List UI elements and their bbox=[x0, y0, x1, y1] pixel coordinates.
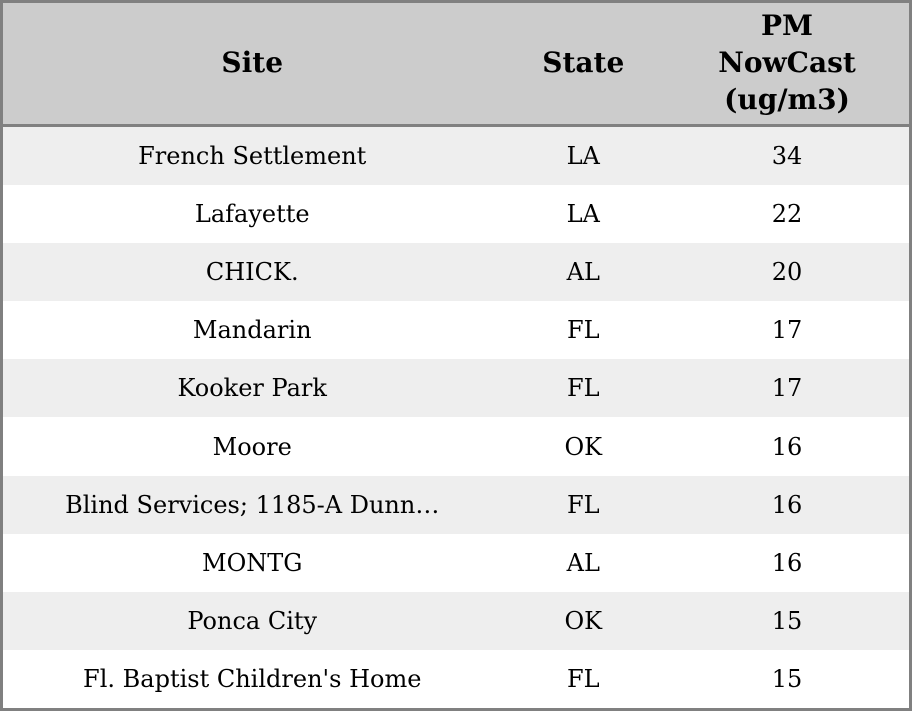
pm-value-cell: 17 bbox=[771, 374, 803, 403]
table-row: Moore OK 16 bbox=[1, 417, 911, 476]
table-row: French Settlement LA 34 bbox=[1, 125, 911, 186]
table-row: Mandarin FL 17 bbox=[1, 301, 911, 360]
pm-value-cell: 16 bbox=[771, 432, 803, 461]
pm-value-cell: 15 bbox=[771, 606, 803, 635]
table-row: CHICK. AL 20 bbox=[1, 243, 911, 302]
state-cell: FL bbox=[566, 374, 600, 403]
column-header-pm-nowcast: PM NowCast (ug/m3) bbox=[665, 1, 911, 127]
site-cell: Fl. Baptist Children's Home bbox=[83, 664, 422, 693]
column-header-site: Site bbox=[1, 1, 502, 127]
site-cell: Ponca City bbox=[187, 606, 318, 635]
table-row: Fl. Baptist Children's Home FL 15 bbox=[1, 649, 911, 710]
pm-value-cell: 15 bbox=[771, 664, 803, 693]
pm-value-cell: 20 bbox=[771, 258, 803, 287]
pm-value-cell: 22 bbox=[771, 200, 803, 229]
state-cell: LA bbox=[566, 142, 600, 171]
site-cell: Kooker Park bbox=[177, 374, 327, 403]
site-cell: Mandarin bbox=[192, 316, 312, 345]
state-cell: OK bbox=[564, 606, 603, 635]
pm-value-cell: 34 bbox=[771, 142, 803, 171]
column-header-state: State bbox=[501, 1, 666, 127]
table-row: Blind Services; 1185-A Dunn… FL 16 bbox=[1, 475, 911, 534]
table-header: Site State PM NowCast (ug/m3) bbox=[1, 1, 911, 127]
table-row: Ponca City OK 15 bbox=[1, 591, 911, 650]
pm-header-line-1: PM bbox=[761, 9, 814, 43]
site-cell: CHICK. bbox=[205, 258, 299, 287]
state-cell: AL bbox=[566, 548, 600, 577]
table-body: French Settlement LA 34 Lafayette LA 22 … bbox=[1, 125, 911, 710]
pm-value-cell: 17 bbox=[771, 316, 803, 345]
pm-header-line-2: NowCast bbox=[718, 46, 856, 80]
state-cell: FL bbox=[566, 664, 600, 693]
state-cell: FL bbox=[566, 490, 600, 519]
pm-value-cell: 16 bbox=[771, 548, 803, 577]
state-cell: FL bbox=[566, 316, 600, 345]
site-cell: Moore bbox=[212, 432, 292, 461]
table-row: MONTG AL 16 bbox=[1, 533, 911, 592]
site-cell: Blind Services; 1185-A Dunn… bbox=[65, 490, 440, 519]
site-cell: Lafayette bbox=[194, 200, 310, 229]
pm-value-cell: 16 bbox=[771, 490, 803, 519]
site-cell: French Settlement bbox=[138, 142, 367, 171]
pm-header-line-3: (ug/m3) bbox=[724, 82, 850, 116]
table-row: Kooker Park FL 17 bbox=[1, 359, 911, 418]
state-cell: AL bbox=[566, 258, 600, 287]
header-row: Site State PM NowCast (ug/m3) bbox=[1, 1, 911, 127]
table-row: Lafayette LA 22 bbox=[1, 185, 911, 244]
site-cell: MONTG bbox=[202, 548, 303, 577]
state-cell: LA bbox=[566, 200, 600, 229]
state-cell: OK bbox=[564, 432, 603, 461]
